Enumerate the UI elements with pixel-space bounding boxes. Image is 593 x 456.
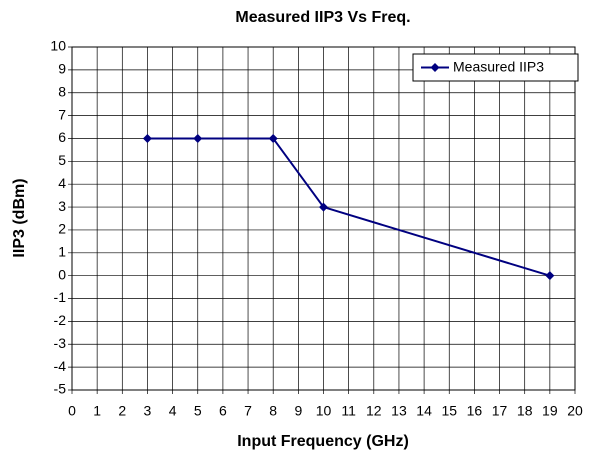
x-axis-label: Input Frequency (GHz) bbox=[237, 433, 409, 450]
y-tick-label: -2 bbox=[54, 312, 67, 328]
marker bbox=[319, 202, 328, 212]
x-tick-label: 8 bbox=[269, 403, 277, 419]
x-tick-label: 7 bbox=[244, 403, 252, 419]
x-tick-label: 3 bbox=[144, 403, 152, 419]
y-tick-label: 9 bbox=[58, 61, 66, 77]
chart-title: Measured IIP3 Vs Freq. bbox=[235, 9, 410, 26]
y-tick-label: 3 bbox=[58, 198, 66, 214]
y-tick-label: 6 bbox=[58, 129, 66, 145]
y-tick-label: -3 bbox=[54, 335, 67, 351]
x-tick-label: 14 bbox=[416, 403, 432, 419]
x-tick-label: 10 bbox=[316, 403, 332, 419]
y-tick-label: 7 bbox=[58, 106, 66, 122]
x-tick-label: 5 bbox=[194, 403, 202, 419]
x-tick-label: 16 bbox=[467, 403, 483, 419]
x-tick-label: 2 bbox=[118, 403, 126, 419]
y-tick-label: -4 bbox=[54, 358, 67, 374]
x-tick-label: 0 bbox=[68, 403, 76, 419]
marker bbox=[193, 133, 203, 143]
y-tick-label: 4 bbox=[58, 175, 66, 191]
x-tick-label: 6 bbox=[219, 403, 227, 419]
y-tick-label: 8 bbox=[58, 83, 66, 99]
legend-label: Measured IIP3 bbox=[453, 59, 544, 75]
y-tick-label: -5 bbox=[54, 381, 67, 397]
y-axis-label: IIP3 (dBm) bbox=[11, 178, 28, 257]
x-tick-label: 9 bbox=[294, 403, 302, 419]
y-tick-label: 0 bbox=[58, 266, 66, 282]
legend-marker bbox=[430, 63, 440, 72]
x-tick-label: 17 bbox=[492, 403, 508, 419]
x-tick-label: 1 bbox=[93, 403, 101, 419]
x-tick-label: 19 bbox=[542, 403, 558, 419]
x-tick-label: 4 bbox=[169, 403, 177, 419]
y-tick-label: -1 bbox=[54, 289, 67, 305]
x-tick-label: 12 bbox=[366, 403, 382, 419]
marker bbox=[268, 133, 278, 143]
x-tick-label: 20 bbox=[567, 403, 583, 419]
y-tick-label: 5 bbox=[58, 152, 66, 168]
y-tick-label: 2 bbox=[58, 221, 66, 237]
y-tick-label: 10 bbox=[50, 38, 66, 54]
x-tick-label: 11 bbox=[341, 403, 356, 419]
x-tick-label: 13 bbox=[391, 403, 407, 419]
marker bbox=[545, 271, 555, 281]
marker bbox=[142, 133, 152, 143]
x-tick-label: 18 bbox=[517, 403, 533, 419]
plot-border bbox=[71, 46, 576, 391]
y-tick-label: 1 bbox=[58, 244, 66, 260]
x-tick-label: 15 bbox=[441, 403, 457, 419]
